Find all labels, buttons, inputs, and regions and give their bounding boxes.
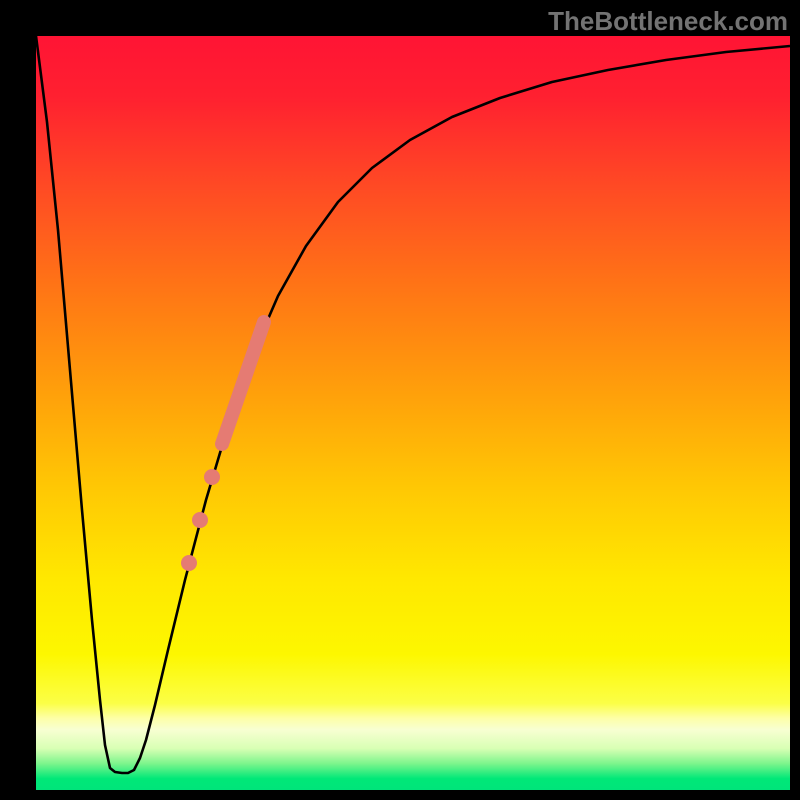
plot-background — [36, 36, 790, 790]
highlight-dot — [204, 469, 220, 485]
highlight-dot — [181, 555, 197, 571]
bottleneck-chart — [0, 0, 800, 800]
attribution-watermark: TheBottleneck.com — [548, 6, 788, 37]
highlight-dot — [192, 512, 208, 528]
